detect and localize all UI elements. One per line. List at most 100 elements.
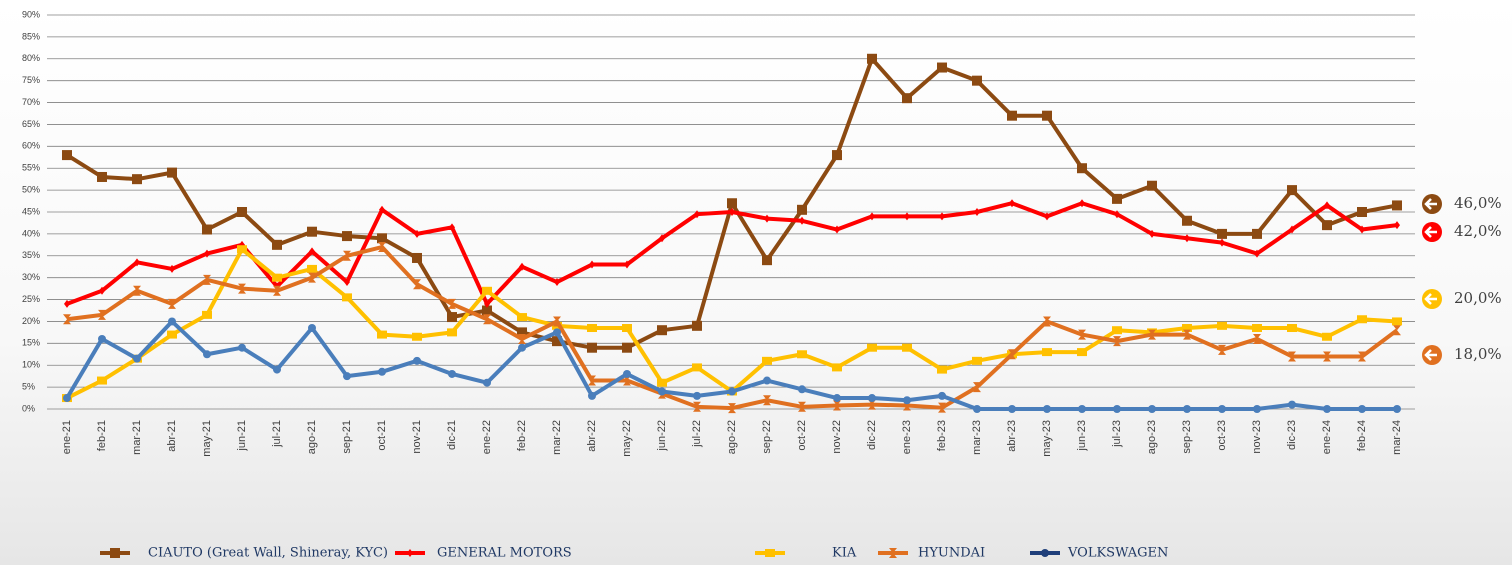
x-tick-label: abr-23 (1006, 420, 1018, 452)
y-tick-label: 45% (22, 206, 40, 216)
y-tick-label: 50% (22, 184, 40, 194)
marker (903, 396, 911, 405)
y-tick-label: 25% (22, 294, 40, 304)
y-tick-label: 40% (22, 228, 40, 238)
marker (97, 376, 107, 385)
marker (764, 214, 770, 223)
x-tick-label: oct-22 (796, 420, 808, 451)
x-tick-label: ago-21 (306, 420, 318, 454)
marker (204, 249, 210, 258)
y-tick-label: 30% (22, 272, 40, 282)
marker (834, 225, 840, 234)
marker (1041, 549, 1049, 557)
x-tick-label: mar-24 (1391, 420, 1403, 455)
x-tick-label: jun-22 (656, 420, 668, 452)
marker (447, 312, 457, 323)
marker (169, 264, 175, 273)
marker (1252, 228, 1262, 239)
marker (342, 293, 352, 302)
marker (939, 212, 945, 221)
marker (1148, 329, 1156, 340)
marker (552, 336, 562, 347)
annotation: 20,0% (1454, 289, 1502, 307)
marker (482, 286, 492, 295)
marker (799, 216, 805, 225)
marker (110, 548, 120, 558)
marker (134, 258, 140, 267)
y-tick-label: 35% (22, 250, 40, 260)
x-tick-label: mar-22 (551, 420, 563, 455)
marker (1078, 405, 1086, 413)
marker (238, 343, 246, 352)
x-tick-label: jun-23 (1076, 420, 1088, 452)
marker (202, 310, 212, 319)
marker (308, 324, 316, 333)
marker (728, 403, 736, 414)
legend-marker (110, 548, 120, 558)
marker (203, 274, 211, 285)
marker (517, 327, 527, 338)
x-tick-label: mar-23 (971, 420, 983, 455)
marker (1113, 336, 1121, 347)
series (62, 53, 1402, 353)
marker (973, 405, 981, 413)
marker (64, 299, 70, 308)
marker (797, 350, 807, 359)
marker (974, 208, 980, 216)
marker (449, 223, 455, 232)
marker (99, 286, 105, 295)
marker (309, 247, 315, 256)
x-tick-label: sep-22 (761, 420, 773, 454)
marker (657, 378, 667, 387)
marker (973, 382, 981, 393)
marker (1218, 344, 1226, 355)
annotation: 18,0% (1454, 345, 1502, 363)
marker (1358, 351, 1366, 362)
marker (1324, 201, 1330, 210)
marker (798, 385, 806, 394)
legend-label: KIA (832, 546, 857, 561)
legend-marker (765, 549, 775, 557)
marker (98, 309, 106, 320)
x-tick-label: ene-22 (481, 420, 493, 454)
marker (1183, 329, 1191, 340)
marker (237, 207, 247, 217)
marker (658, 387, 666, 396)
x-tick-label: nov-21 (411, 420, 423, 454)
marker (378, 242, 386, 253)
marker (1008, 405, 1016, 413)
marker (1393, 325, 1401, 336)
marker (833, 400, 841, 411)
annotation: 46,0% (1454, 194, 1502, 212)
marker (1182, 324, 1192, 333)
marker (798, 401, 806, 412)
legend-label: CIAUTO (Great Wall, Shineray, KYC) (148, 546, 388, 561)
marker (889, 548, 897, 558)
marker (694, 210, 700, 219)
legend-marker (889, 548, 897, 558)
marker (657, 325, 667, 336)
y-tick-label: 0% (22, 403, 35, 413)
marker (902, 93, 912, 104)
marker (1184, 234, 1190, 243)
marker (272, 239, 282, 250)
marker (588, 375, 596, 386)
marker (728, 387, 736, 396)
marker (1323, 405, 1331, 413)
marker (833, 394, 841, 403)
marker (377, 330, 387, 339)
marker (1147, 180, 1157, 191)
marker (1112, 193, 1122, 204)
y-tick-label: 10% (22, 360, 40, 370)
marker (1077, 348, 1087, 357)
x-tick-label: oct-23 (1216, 420, 1228, 451)
marker (519, 262, 525, 271)
y-tick-label: 70% (22, 97, 40, 107)
x-tick-label: sep-21 (341, 420, 353, 454)
marker (1042, 348, 1052, 357)
x-tick-label: ene-23 (901, 420, 913, 454)
x-tick-label: dic-22 (866, 420, 878, 450)
marker (832, 363, 842, 372)
marker (407, 549, 413, 557)
x-tick-label: ene-21 (61, 420, 73, 454)
